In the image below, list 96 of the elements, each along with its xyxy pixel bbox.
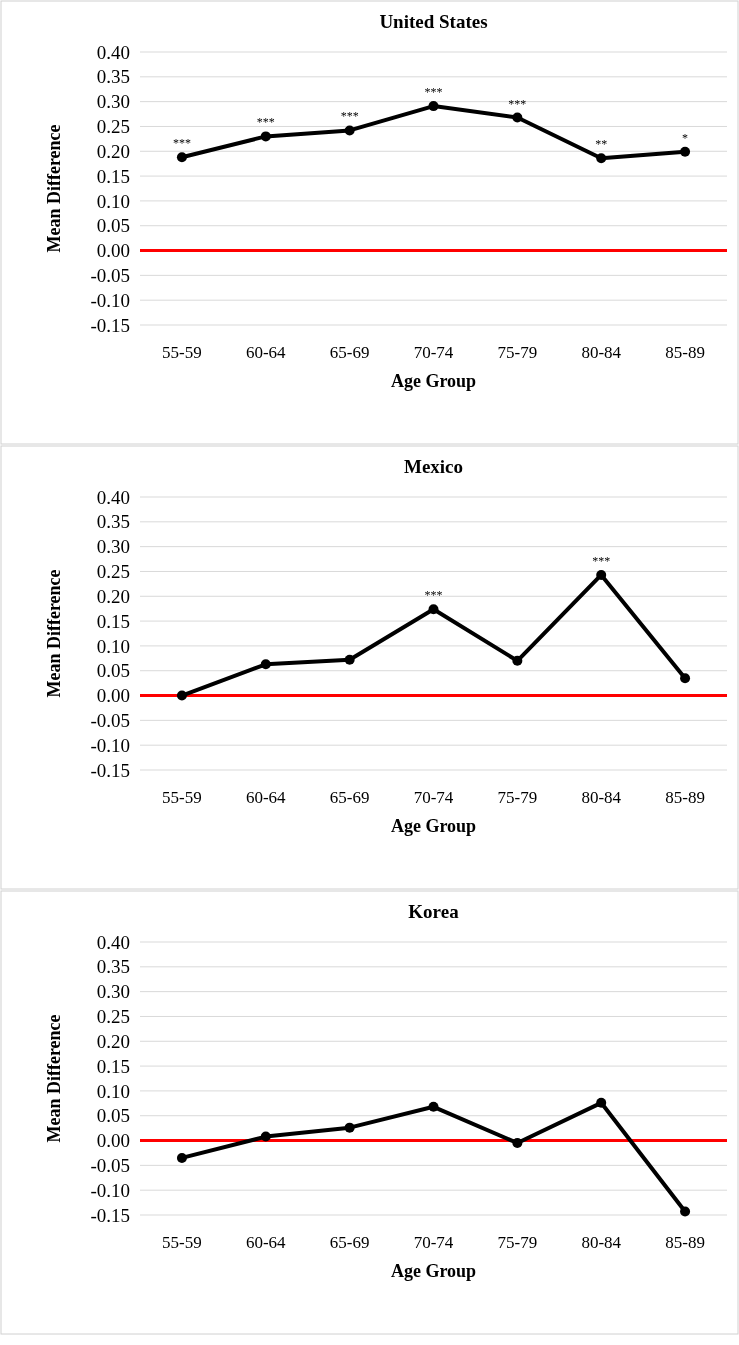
point	[428, 604, 439, 615]
y-axis-title: Mean Difference	[44, 569, 64, 698]
point	[176, 152, 187, 163]
y-tick-label: -0.15	[90, 1204, 130, 1226]
y-tick-label: 0.15	[96, 165, 130, 187]
point	[596, 1097, 607, 1108]
point	[512, 655, 523, 666]
annotation: *	[682, 130, 689, 145]
y-tick-label: -0.05	[90, 265, 130, 287]
x-tick-label: 80-84	[581, 343, 622, 362]
y-axis-title: Mean Difference	[44, 1014, 64, 1143]
y-tick-label: -0.10	[90, 289, 130, 311]
annotation: ***	[592, 553, 611, 568]
y-tick-label: 0.35	[96, 956, 130, 978]
point	[344, 654, 355, 665]
x-tick-label: 80-84	[581, 788, 622, 807]
y-tick-label: -0.15	[90, 759, 130, 781]
x-tick-label: 85-89	[665, 788, 705, 807]
x-axis-title: Age Group	[390, 1261, 477, 1281]
x-tick-label: 55-59	[162, 788, 202, 807]
y-tick-label: -0.05	[90, 1155, 130, 1177]
x-tick-label: 65-69	[329, 788, 370, 807]
x-tick-label: 70-74	[413, 343, 454, 362]
x-tick-label: 65-69	[329, 343, 370, 362]
x-tick-label: 70-74	[413, 1233, 454, 1252]
y-tick-label: -0.15	[90, 314, 130, 336]
y-tick-label: 0.10	[96, 190, 130, 212]
annotation: ***	[172, 136, 191, 151]
x-tick-label: 75-79	[497, 343, 538, 362]
point	[428, 101, 439, 112]
y-tick-label: 0.00	[96, 685, 130, 707]
annotation: ***	[256, 115, 275, 130]
x-tick-label: 75-79	[497, 788, 538, 807]
y-tick-label: 0.20	[96, 1030, 130, 1052]
y-tick-label: -0.05	[90, 710, 130, 732]
y-tick-label: 0.00	[96, 1130, 130, 1152]
x-axis-title: Age Group	[390, 816, 477, 836]
annotation: ***	[424, 588, 443, 603]
y-tick-label: 0.30	[96, 91, 130, 113]
y-tick-label: 0.35	[96, 66, 130, 88]
x-tick-label: 80-84	[581, 1233, 622, 1252]
annotation: ***	[424, 85, 443, 100]
annotation: ***	[340, 109, 359, 124]
point	[260, 659, 271, 670]
x-tick-label: 55-59	[162, 343, 202, 362]
y-tick-label: 0.05	[96, 215, 130, 237]
x-tick-label: 55-59	[162, 1233, 202, 1252]
point	[680, 673, 691, 684]
y-tick-label: 0.15	[96, 610, 130, 632]
y-tick-label: 0.15	[96, 1055, 130, 1077]
y-tick-label: 0.25	[96, 116, 130, 138]
y-tick-label: 0.30	[96, 536, 130, 558]
x-tick-label: 60-64	[245, 788, 287, 807]
point	[428, 1101, 439, 1112]
y-tick-label: 0.00	[96, 240, 130, 262]
y-tick-label: 0.05	[96, 660, 130, 682]
point	[512, 1138, 523, 1149]
y-tick-label: 0.20	[96, 585, 130, 607]
y-tick-label: 0.20	[96, 140, 130, 162]
point	[596, 153, 607, 164]
chart-title: Mexico	[403, 456, 464, 477]
chart-title: Korea	[408, 901, 460, 922]
point	[680, 146, 691, 157]
x-tick-label: 70-74	[413, 788, 454, 807]
point	[680, 1206, 691, 1217]
x-tick-label: 60-64	[245, 1233, 287, 1252]
y-tick-label: 0.35	[96, 511, 130, 533]
point	[596, 569, 607, 580]
x-tick-label: 60-64	[245, 343, 287, 362]
y-tick-label: 0.25	[96, 561, 130, 583]
y-tick-label: 0.10	[96, 635, 130, 657]
x-tick-label: 65-69	[329, 1233, 370, 1252]
point	[260, 1131, 271, 1142]
annotation: **	[595, 137, 608, 152]
annotation: ***	[508, 96, 527, 111]
y-tick-label: 0.05	[96, 1105, 130, 1127]
y-tick-label: 0.40	[96, 486, 130, 508]
y-tick-label: -0.10	[90, 1179, 130, 1201]
x-axis-title: Age Group	[390, 371, 477, 391]
y-tick-label: 0.10	[96, 1080, 130, 1102]
x-tick-label: 75-79	[497, 1233, 538, 1252]
x-tick-label: 85-89	[665, 343, 705, 362]
y-tick-label: 0.40	[96, 931, 130, 953]
point	[344, 125, 355, 136]
y-tick-label: 0.40	[96, 41, 130, 63]
point	[512, 112, 523, 123]
chart-title: United States	[379, 11, 488, 32]
y-tick-label: -0.10	[90, 734, 130, 756]
y-tick-label: 0.25	[96, 1006, 130, 1028]
y-axis-title: Mean Difference	[44, 124, 64, 253]
y-tick-label: 0.30	[96, 981, 130, 1003]
point	[176, 1152, 187, 1163]
point	[260, 131, 271, 142]
point	[344, 1122, 355, 1133]
x-tick-label: 85-89	[665, 1233, 705, 1252]
point	[176, 690, 187, 701]
